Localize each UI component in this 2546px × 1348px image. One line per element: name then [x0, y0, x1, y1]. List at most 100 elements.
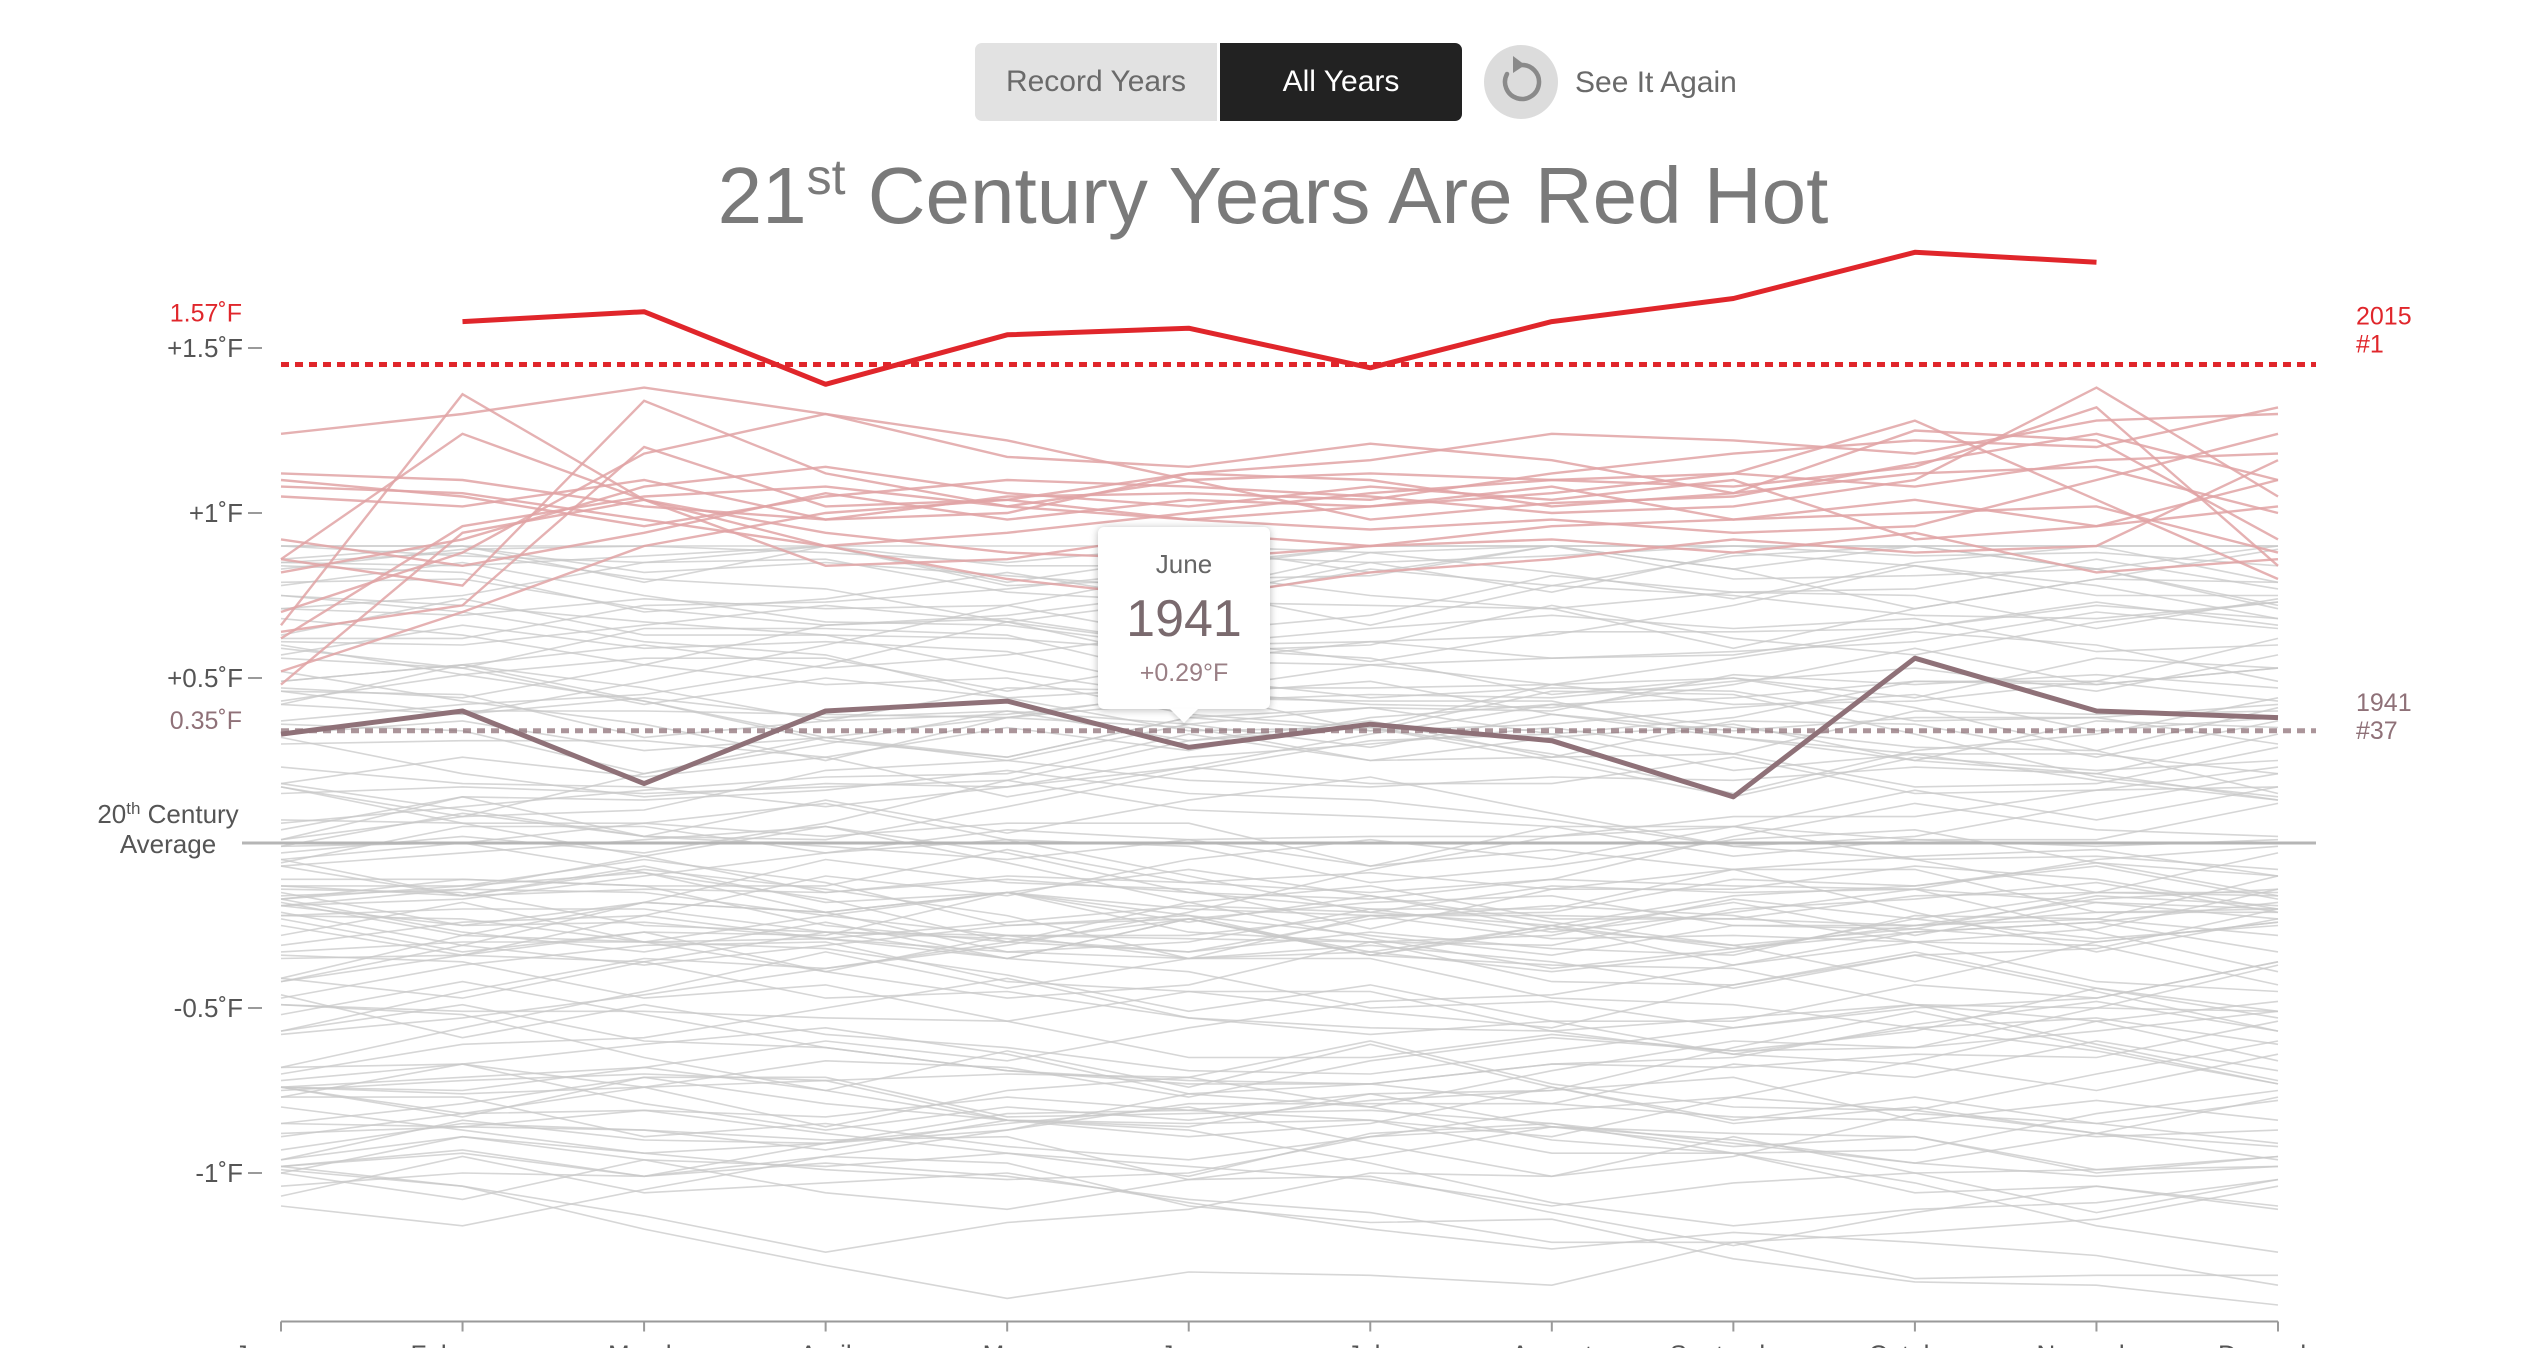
- x-tick-label: September: [1670, 1340, 1798, 1348]
- other-year-line: [280, 647, 2279, 722]
- x-tick-label: October: [1869, 1340, 1962, 1348]
- other-year-line: [280, 868, 2279, 960]
- other-year-line: [280, 611, 2279, 693]
- other-year-line: [280, 779, 2279, 858]
- other-year-line: [280, 545, 2279, 627]
- see-it-again-label: See It Again: [1575, 66, 1737, 99]
- other-year-line: [280, 766, 2279, 1032]
- other-year-line: [280, 551, 2279, 663]
- other-year-line: [280, 1020, 2279, 1227]
- record-years-button[interactable]: Record Years: [975, 43, 1217, 121]
- other-year-line: [280, 842, 2278, 973]
- recent-year-line: [280, 386, 2279, 528]
- x-tick-label: March: [608, 1340, 680, 1348]
- other-year-line: [280, 1076, 2279, 1207]
- other-year-line: [280, 878, 2279, 943]
- other-year-line: [280, 1092, 2279, 1178]
- other-year-line: [280, 961, 2279, 1075]
- marker-value-label-2015: 1.57˚F: [170, 300, 242, 328]
- other-year-line: [280, 888, 2279, 953]
- highlight-markers: [281, 362, 2316, 734]
- other-year-line: [280, 1122, 2279, 1181]
- other-year-line: [280, 828, 2279, 907]
- other-year-line: [280, 865, 2279, 910]
- recent-year-line: [280, 406, 2279, 521]
- other-year-line: [280, 1026, 2279, 1253]
- other-years-lines: [280, 545, 2279, 1306]
- other-year-line: [280, 786, 2279, 947]
- y-tick-label: +1˚F: [189, 498, 243, 528]
- recent-years-lines: [280, 386, 2279, 686]
- other-year-line: [280, 1040, 2279, 1148]
- other-year-line: [280, 898, 2279, 1082]
- other-year-line: [280, 1135, 2279, 1254]
- other-year-line: [280, 1003, 2279, 1059]
- other-year-line: [280, 1063, 2279, 1131]
- other-year-line: [281, 1096, 2279, 1174]
- title-suffix: st: [806, 149, 846, 205]
- hover-tooltip: June 1941 +0.29°F: [1098, 527, 1270, 709]
- recent-year-line: [280, 412, 2279, 614]
- other-year-line: [280, 617, 2279, 798]
- recent-year-line: [280, 386, 2279, 541]
- x-tick-label: May: [983, 1340, 1032, 1348]
- other-year-line: [280, 1135, 2279, 1214]
- other-year-line: [280, 545, 2278, 722]
- other-year-line: [280, 561, 2279, 795]
- average-label-line2: Average: [120, 829, 216, 859]
- other-year-line: [280, 1040, 2279, 1181]
- other-year-line: [280, 977, 2279, 1075]
- other-year-line: [280, 726, 2279, 808]
- other-year-line: [280, 987, 2279, 1098]
- other-year-line: [280, 1000, 2279, 1085]
- tooltip-value: +0.29°F: [1139, 659, 1229, 687]
- other-year-line: [280, 769, 2279, 848]
- other-year-line: [280, 644, 2279, 699]
- recent-year-line: [280, 419, 2279, 633]
- other-year-line: [280, 951, 2279, 1085]
- view-controls: Record Years All Years See It Again: [0, 43, 2546, 121]
- y-tick-label: -0.5˚F: [174, 993, 243, 1023]
- other-year-line: [281, 545, 2279, 640]
- other-year-line: [280, 908, 2279, 1029]
- recent-year-line: [280, 465, 2279, 673]
- marker-value-label-1941: 0.35˚F: [170, 707, 242, 735]
- x-tick-label: July: [1347, 1340, 1393, 1348]
- tooltip-year: 1941: [1126, 590, 1242, 648]
- x-tick-label: January: [235, 1340, 328, 1348]
- x-tick-label: April: [800, 1340, 852, 1348]
- recent-year-line: [280, 392, 2279, 626]
- other-year-line: [280, 914, 2279, 1022]
- other-year-line: [280, 1099, 2279, 1178]
- other-year-line: [280, 881, 2279, 947]
- series-line-2015: [462, 249, 2097, 387]
- all-years-button[interactable]: All Years: [1220, 43, 1462, 121]
- other-year-line: [280, 1007, 2279, 1128]
- replay-icon: [1484, 45, 1558, 119]
- other-year-line: [280, 601, 2279, 660]
- other-year-line: [280, 594, 2279, 801]
- y-tick-label: +1.5˚F: [167, 333, 243, 363]
- other-year-line: [280, 614, 2279, 699]
- series-name-2015: 2015: [2356, 303, 2412, 331]
- other-year-line: [281, 858, 2279, 927]
- recent-year-line: [280, 432, 2279, 561]
- other-year-line: [280, 545, 2279, 610]
- recent-year-line: [280, 412, 2279, 521]
- title-number: 21: [717, 151, 807, 240]
- other-year-line: [280, 786, 2279, 970]
- axes: January February March April May June July Augu…: [167, 333, 2338, 1348]
- other-year-line: [280, 693, 2279, 759]
- series-name-1941: 1941: [2356, 689, 2412, 717]
- other-year-line: [280, 980, 2279, 1138]
- title-rest: Century Years Are Red Hot: [845, 151, 1829, 240]
- other-year-line: [280, 1043, 2279, 1135]
- other-year-line: [280, 861, 2279, 980]
- x-tick-label: December: [2218, 1340, 2338, 1348]
- other-year-line: [280, 663, 2279, 759]
- other-year-line: [280, 1155, 2279, 1286]
- other-year-line: [280, 545, 2278, 600]
- y-tick-label: -1˚F: [195, 1158, 243, 1188]
